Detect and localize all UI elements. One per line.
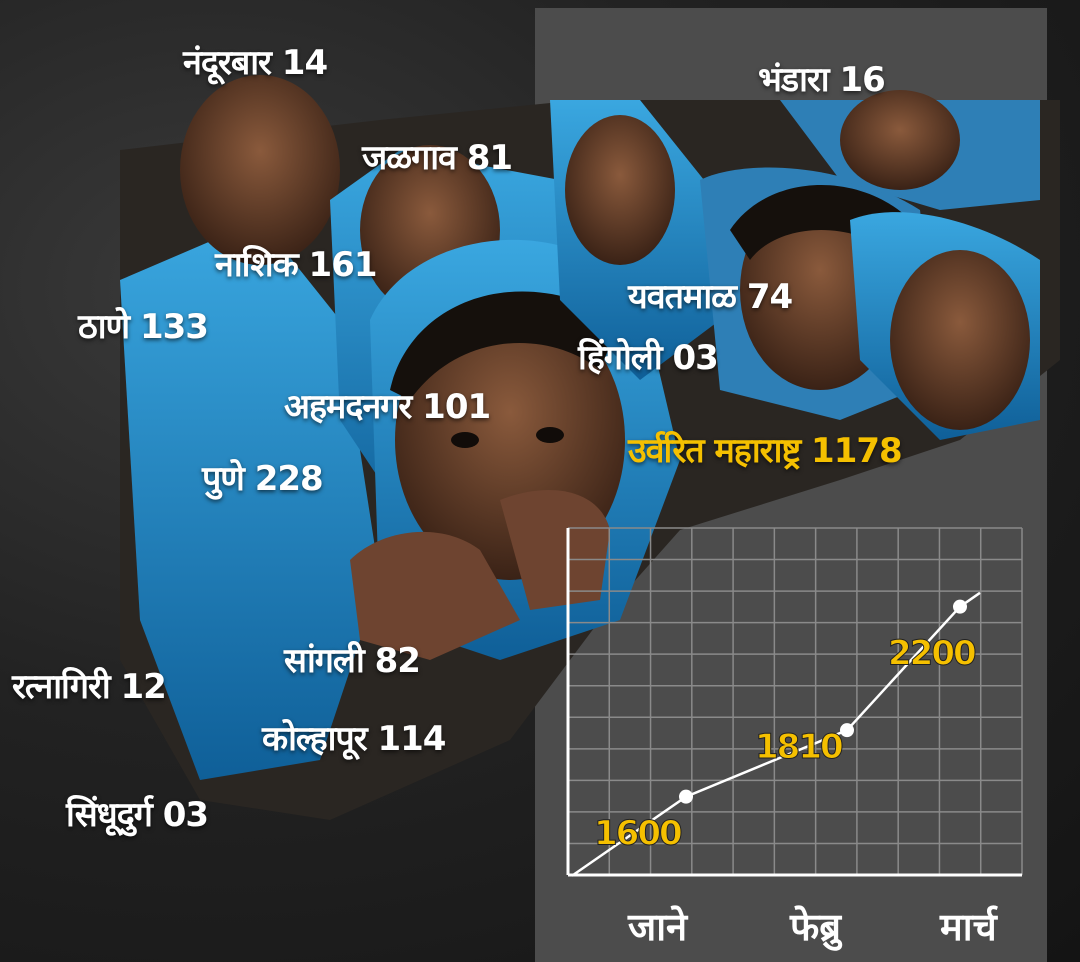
chart-series: 1600 1810 2200 [571,591,981,877]
x-tick-label: मार्च [940,905,997,949]
label-bhandara: भंडारा 16 [758,60,886,100]
students-photo [120,75,1060,820]
label-rest-of-maharashtra: उर्वरित महाराष्ट्र 1178 [628,431,903,471]
label-hingoli: हिंगोली 03 [578,338,719,378]
label-nandurbar: नंदूरबार 14 [183,43,328,83]
data-point [953,599,967,614]
x-tick-label: फेब्रु [790,905,841,949]
x-tick-label: जाने [628,905,688,949]
label-pune: पुणे 228 [202,459,324,499]
label-jalgaon: जळगाव 81 [362,138,513,178]
label-ahmednagar: अहमदनगर 101 [284,387,491,427]
data-label: 2200 [888,634,976,674]
data-point [679,789,693,804]
label-yavatmal: यवतमाळ 74 [628,277,793,317]
line-chart: 1600 1810 2200 [566,527,1023,877]
label-ratnagiri: रत्नागिरी 12 [12,667,167,707]
chart-axes [566,528,1022,877]
data-point [840,723,854,738]
label-thane: ठाणे 133 [78,307,209,347]
label-nashik: नाशिक 161 [215,245,378,285]
data-label: 1600 [594,814,682,854]
label-sindhudurg: सिंधूदुर्ग 03 [66,795,209,835]
data-label: 1810 [755,727,843,767]
label-sangli: सांगली 82 [284,641,421,681]
label-kolhapur: कोल्हापूर 114 [262,719,446,759]
chart-grid [567,527,1023,876]
